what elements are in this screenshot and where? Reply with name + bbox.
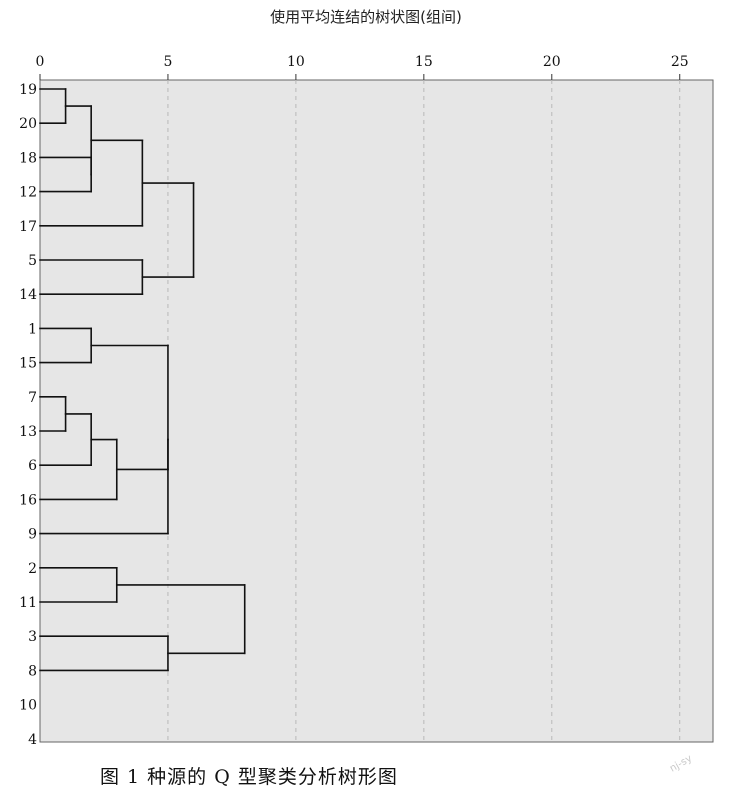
- dendrogram-branches: [39, 88, 246, 672]
- leaf-label: 7: [28, 390, 37, 406]
- leaf-label: 1: [28, 321, 37, 337]
- leaf-labels: 19 20 18 12 17 5 14 1 15 7 13 6 16 9 2 11 3 8 10 4: [19, 82, 37, 748]
- leaf-label: 9: [28, 527, 37, 543]
- leaf-label: 16: [19, 492, 37, 508]
- tick-label: 25: [671, 54, 689, 70]
- leaf-label: 10: [19, 698, 37, 714]
- leaf-label: 6: [28, 458, 37, 474]
- tick-label: 0: [36, 54, 45, 70]
- tick-label: 10: [287, 54, 305, 70]
- x-axis-ticks: 0 5 10 15 20 25: [36, 54, 689, 80]
- leaf-label: 11: [19, 595, 37, 611]
- chart-title: 使用平均连结的树状图(组间): [270, 8, 462, 26]
- tick-label: 5: [163, 54, 172, 70]
- leaf-label: 2: [28, 561, 37, 577]
- tick-label: 15: [415, 54, 433, 70]
- leaf-label: 17: [19, 219, 37, 235]
- leaf-label: 19: [19, 82, 37, 98]
- leaf-label: 3: [28, 629, 37, 645]
- leaf-label: 8: [28, 663, 37, 679]
- leaf-label: 5: [28, 253, 37, 269]
- leaf-label: 14: [19, 287, 37, 303]
- leaf-label: 15: [19, 356, 37, 372]
- leaf-label: 4: [28, 732, 37, 748]
- tick-label: 20: [543, 54, 561, 70]
- leaf-label: 20: [19, 116, 37, 132]
- figure-caption: 图 1 种源的 Q 型聚类分析树形图: [100, 766, 398, 788]
- leaf-label: 18: [19, 150, 37, 166]
- leaf-label: 12: [19, 185, 37, 201]
- leaf-label: 13: [19, 424, 37, 440]
- watermark: nj-sy: [668, 753, 694, 774]
- plot-area: [39, 79, 714, 743]
